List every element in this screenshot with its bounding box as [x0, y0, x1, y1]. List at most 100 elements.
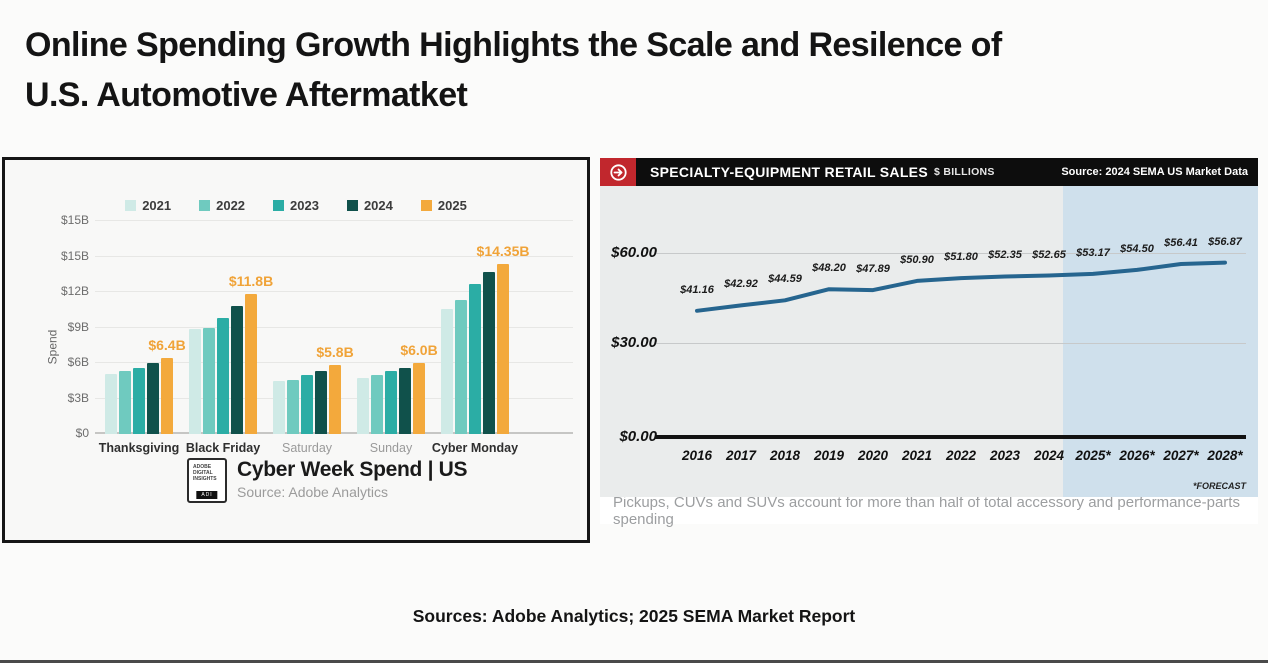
bar-value-label: $11.8B: [228, 273, 274, 290]
legend-item-2021: 2021: [125, 198, 171, 213]
gridline: [95, 326, 573, 328]
gridline: [95, 220, 573, 221]
x-tick-label: 2026*: [1119, 448, 1155, 463]
x-tick-label: 2019: [813, 448, 845, 463]
gridline: [655, 253, 1246, 254]
bar-group-cyber-monday: $14.35B Cyber Monday: [432, 217, 530, 455]
bar: [357, 378, 369, 434]
legend-swatch-2025: [420, 200, 432, 211]
bar-group-black-friday: $11.8B Black Friday: [186, 217, 273, 455]
forecast-region: [1063, 186, 1258, 497]
y-tick-label: $60.00: [611, 244, 657, 261]
data-point-label: $52.35: [988, 249, 1022, 262]
y-tick-label: $0: [75, 426, 89, 440]
bar: [189, 328, 201, 434]
line-chart-unit: $ BILLIONS: [933, 166, 995, 178]
adobe-logo-badge: ADI: [196, 491, 218, 499]
bar-group-thanksgiving: $6.4B Thanksgiving: [99, 217, 186, 455]
x-tick-label: 2018: [769, 448, 801, 463]
sema-line-chart-panel: SPECIALTY-EQUIPMENT RETAIL SALES $ BILLI…: [600, 158, 1258, 528]
y-tick-label: $0.00: [619, 428, 657, 445]
gridline: [95, 362, 573, 363]
y-tick-label: $12B: [60, 284, 89, 298]
category-label: Saturday: [281, 441, 333, 455]
gridline: [655, 435, 1246, 439]
data-point-label: $52.65: [1032, 248, 1066, 261]
line-chart-header: SPECIALTY-EQUIPMENT RETAIL SALES $ BILLI…: [600, 158, 1258, 186]
bar: [399, 367, 411, 434]
data-point-label: $48.20: [812, 262, 846, 275]
data-point-label: $42.92: [724, 278, 758, 291]
legend-swatch-2021: [125, 200, 137, 211]
sales-trend-line: [695, 260, 1227, 313]
legend-swatch-2023: [273, 200, 285, 211]
bar-chart-footer: ADOBE DIGITAL INSIGHTS ADI Cyber Week Sp…: [187, 458, 468, 503]
bottom-edge-divider: [0, 660, 1268, 663]
bar: [273, 380, 285, 434]
bar-group-saturday: $5.8B Saturday: [273, 217, 354, 455]
bar: [301, 374, 313, 434]
bar: [231, 306, 243, 434]
bar-chart-footer-text: Cyber Week Spend | US Source: Adobe Anal…: [237, 458, 468, 500]
line-chart-plot-area: *FORECAST $60.00 $30.00 $0.00 $41.16 2016 $42…: [600, 186, 1258, 497]
legend-label: 2024: [363, 198, 393, 213]
page-title-line2: U.S. Automotive Aftermatket: [25, 76, 468, 114]
gridline: [655, 343, 1246, 344]
sources-footer: Sources: Adobe Analytics; 2025 SEMA Mark…: [412, 606, 856, 626]
line-chart-source: Source: 2024 SEMA US Market Data: [1061, 166, 1248, 178]
arrow-right-icon: [600, 158, 636, 186]
category-label: Black Friday: [185, 441, 261, 455]
page-title-line1: Online Spending Growth Highlights the Sc…: [25, 26, 1002, 64]
bar: [161, 358, 173, 434]
x-tick-label: 2024: [1033, 448, 1065, 463]
bar-value-label: $14.35B: [476, 243, 530, 260]
y-tick-label: $3B: [67, 390, 89, 405]
x-tick-label: 2021: [901, 448, 933, 463]
bar: [413, 363, 425, 434]
bar: [133, 367, 145, 434]
bar-chart-title: Cyber Week Spend | US: [237, 458, 468, 481]
cyber-week-bar-chart-panel: 2021 2022 2023 2024 2025 Spend $0 $3B $6B $9B $1…: [2, 157, 590, 543]
legend-item-2025: 2025: [420, 198, 467, 213]
gridline: [95, 291, 573, 292]
x-tick-label: 2028*: [1207, 448, 1243, 463]
page-title: Online Spending Growth Highlights the Sc…: [25, 20, 1002, 120]
legend-swatch-2024: [346, 200, 358, 211]
y-tick-label: $9B: [67, 319, 89, 334]
legend-swatch-2022: [199, 200, 211, 211]
bar: [147, 363, 159, 434]
category-label: Thanksgiving: [98, 441, 180, 455]
line-chart-title: SPECIALTY-EQUIPMENT RETAIL SALES: [650, 164, 928, 180]
bar: [217, 318, 229, 434]
data-point-label: $56.41: [1164, 237, 1198, 249]
adobe-digital-insights-logo-icon: ADOBE DIGITAL INSIGHTS ADI: [187, 458, 227, 503]
x-tick-label: 2023: [989, 448, 1021, 463]
x-tick-label: 2025*: [1075, 448, 1111, 463]
y-tick-label: $6B: [67, 355, 89, 369]
bar: [371, 374, 383, 434]
data-point-label: $51.80: [944, 251, 978, 264]
bar-chart-legend: 2021 2022 2023 2024 2025: [5, 198, 587, 213]
legend-label: 2022: [216, 198, 246, 213]
bar: [497, 264, 509, 434]
y-tick-label: $30.00: [611, 334, 657, 351]
bar: [483, 271, 495, 434]
legend-label: 2021: [142, 198, 172, 213]
bar-group-sunday: $6.0B Sunday: [357, 217, 438, 455]
bar: [385, 371, 397, 434]
bar-chart-plot-area: $6.4B Thanksgiving $11.8B Black Friday $5.8B…: [95, 217, 573, 455]
bar-value-label: $6.4B: [148, 337, 186, 354]
bar: [469, 283, 481, 434]
data-point-label: $56.87: [1208, 235, 1242, 248]
bar: [315, 371, 327, 434]
x-tick-label: 2022: [945, 448, 977, 463]
bar: [329, 365, 341, 434]
bar: [455, 300, 467, 434]
data-point-label: $41.16: [680, 283, 714, 296]
bar: [245, 294, 257, 434]
bar-chart-source: Source: Adobe Analytics: [237, 484, 388, 500]
bar: [441, 308, 453, 434]
line-chart-caption: Pickups, CUVs and SUVs account for more …: [600, 494, 1258, 528]
legend-item-2022: 2022: [199, 198, 245, 213]
bar: [203, 327, 215, 434]
